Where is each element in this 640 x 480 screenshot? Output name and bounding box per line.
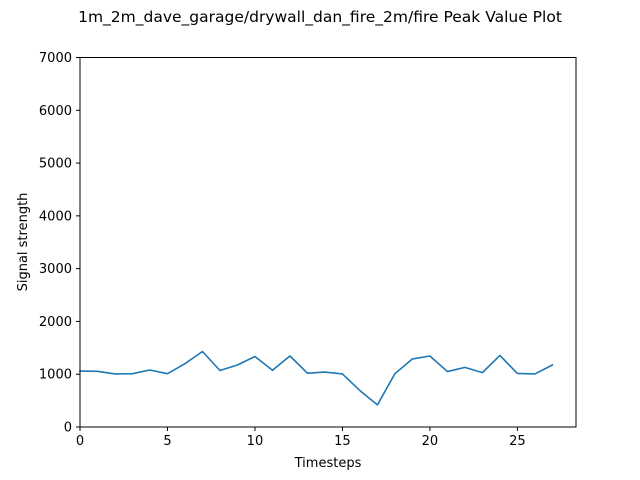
y-tick-label: 7000 <box>39 51 72 66</box>
y-axis-title: Signal strength <box>16 193 31 292</box>
x-tick-label: 10 <box>247 434 264 449</box>
x-tick-label: 0 <box>76 434 84 449</box>
series-line-0 <box>79 350 554 406</box>
chart-title: 1m_2m_dave_garage/drywall_dan_fire_2m/fi… <box>78 8 562 27</box>
ticks-layer: 0 5 10 15 20 25 0 1000 2000 3000 4000 5000 6000 7000 <box>39 51 526 449</box>
x-tick-label: 25 <box>509 434 526 449</box>
x-axis-title: Timesteps <box>294 456 362 471</box>
y-tick-label: 6000 <box>39 104 72 119</box>
y-tick-label: 3000 <box>39 262 72 277</box>
axes-layer <box>79 57 577 428</box>
y-tick-label: 2000 <box>39 315 72 330</box>
axes-frame <box>79 57 577 428</box>
plot-area <box>80 57 576 427</box>
y-tick-label: 4000 <box>39 209 72 224</box>
y-tick-label: 0 <box>64 421 72 436</box>
y-tick-label: 1000 <box>39 368 72 383</box>
x-tick-label: 5 <box>163 434 171 449</box>
x-tick-label: 15 <box>334 434 351 449</box>
x-tick-label: 20 <box>422 434 439 449</box>
series-layer <box>79 350 554 406</box>
y-tick-label: 5000 <box>39 157 72 172</box>
